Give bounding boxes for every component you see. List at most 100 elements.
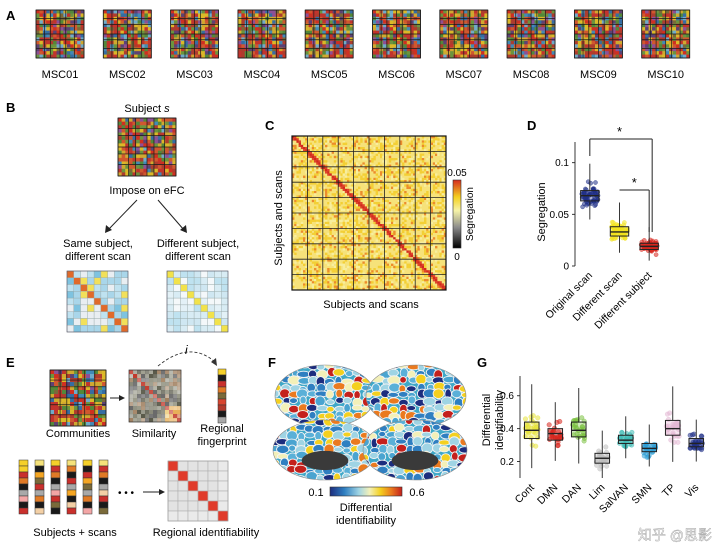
c-cell xyxy=(388,265,392,269)
msc-matrix-cell xyxy=(517,34,522,38)
msc-matrix-cell xyxy=(127,13,132,18)
c-cell xyxy=(353,219,356,222)
c-cell xyxy=(353,175,356,178)
c-cell xyxy=(388,224,392,227)
msc-matrix-cell xyxy=(608,37,613,42)
c-cell xyxy=(397,164,400,167)
c-cell xyxy=(292,237,295,240)
c-cell xyxy=(311,237,315,240)
c-cell xyxy=(322,208,326,211)
msc-matrix-cell xyxy=(272,51,276,55)
c-cell xyxy=(388,281,392,284)
c-cell xyxy=(351,281,354,284)
c-cell xyxy=(325,235,328,238)
c-cell xyxy=(327,232,330,236)
msc-matrix-frame xyxy=(372,9,421,59)
c-cell xyxy=(397,276,400,280)
c-cell xyxy=(309,270,312,273)
c-cell xyxy=(432,173,436,176)
c-cell xyxy=(384,202,387,205)
c-cell xyxy=(402,177,405,181)
c-cell xyxy=(292,195,295,198)
msc-matrix-cell xyxy=(453,54,458,59)
msc-matrix-cell xyxy=(588,51,592,55)
msc-matrix-cell xyxy=(686,30,690,35)
c-cell xyxy=(309,142,312,145)
c-cell xyxy=(296,155,299,159)
c-cell xyxy=(430,147,433,150)
subject-fc-cell xyxy=(132,157,137,162)
c-cell xyxy=(437,219,440,222)
msc-matrix-cell xyxy=(618,23,623,28)
msc-matrix-cell xyxy=(507,10,511,14)
msc-matrix-cell xyxy=(346,51,351,55)
subject-fc-cell xyxy=(157,125,162,130)
c-cell xyxy=(303,175,306,178)
c-cell xyxy=(404,173,407,176)
msc-matrix-cell xyxy=(170,47,175,52)
msc-matrix-cell xyxy=(406,13,411,18)
c-cell xyxy=(336,173,339,176)
c-cell xyxy=(307,239,310,242)
c-cell xyxy=(371,226,374,229)
msc-matrix-cell xyxy=(641,34,646,38)
msc-matrix-cell xyxy=(601,27,606,31)
c-cell xyxy=(292,144,295,148)
c-cell xyxy=(373,208,376,211)
c-cell xyxy=(292,246,295,249)
c-cell xyxy=(432,188,436,192)
c-cell xyxy=(441,144,444,148)
subject-fc-cell xyxy=(128,172,133,177)
c-cell xyxy=(397,169,400,172)
c-cell xyxy=(303,239,306,242)
subject-fc-cell xyxy=(125,154,130,159)
c-cell xyxy=(415,210,418,214)
c-cell xyxy=(402,243,405,247)
msc-matrix-cell xyxy=(332,51,337,55)
c-cell xyxy=(415,162,418,165)
msc-matrix-cell xyxy=(612,47,616,52)
msc-matrix-cell xyxy=(49,27,54,31)
c-cell xyxy=(318,188,321,192)
c-cell xyxy=(358,206,361,209)
msc-matrix-cell xyxy=(194,40,199,45)
msc-matrix-cell xyxy=(679,37,684,42)
c-cell xyxy=(404,241,407,244)
c-cell xyxy=(342,160,345,163)
msc-matrix-cell xyxy=(174,51,178,55)
c-cell xyxy=(421,136,425,139)
c-cell xyxy=(369,186,372,189)
msc-matrix-cell xyxy=(46,51,51,55)
subject-fc-cell xyxy=(172,143,177,148)
similarity-cell xyxy=(200,318,208,326)
msc-matrix-cell xyxy=(531,30,535,35)
c-cell xyxy=(435,206,438,209)
msc-matrix-cell xyxy=(480,13,485,18)
msc-matrix-cell xyxy=(275,30,280,35)
c-cell xyxy=(360,228,363,231)
c-cell xyxy=(369,213,372,216)
msc-matrix-cell xyxy=(615,27,620,31)
msc-matrix-cell xyxy=(679,34,684,38)
msc-matrix-cell xyxy=(665,51,670,55)
c-cell xyxy=(318,254,321,258)
msc-matrix-cell xyxy=(56,37,61,42)
msc-matrix-cell xyxy=(265,20,270,25)
c-cell xyxy=(404,166,407,170)
msc-matrix-cell xyxy=(544,47,549,52)
msc-matrix-cell xyxy=(612,10,616,14)
c-cell xyxy=(397,279,400,282)
c-cell xyxy=(362,151,365,154)
msc-matrix-cell xyxy=(141,30,145,35)
c-cell xyxy=(349,224,352,227)
msc-matrix-cell xyxy=(258,44,263,49)
c-cell xyxy=(318,206,321,209)
msc-matrix-cell xyxy=(215,20,219,25)
c-cell xyxy=(369,169,372,172)
msc-matrix-cell xyxy=(60,40,64,45)
c-cell xyxy=(364,149,367,152)
c-cell xyxy=(404,153,407,156)
c-cell xyxy=(377,257,381,260)
c-cell xyxy=(364,281,367,284)
c-cell xyxy=(340,226,343,229)
